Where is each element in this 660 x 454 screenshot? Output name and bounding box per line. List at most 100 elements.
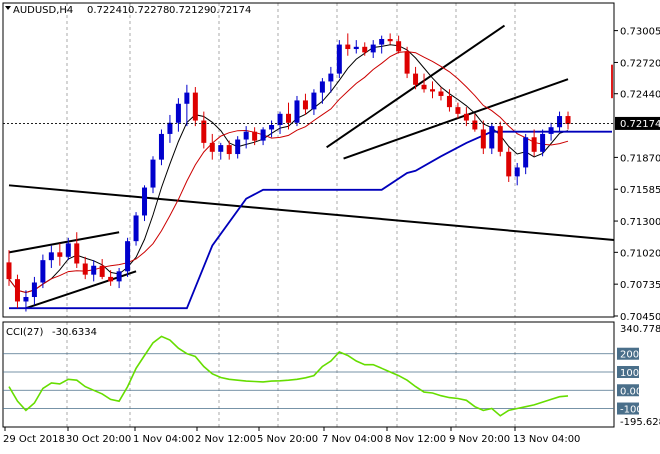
candle-body — [260, 129, 266, 141]
candle-body — [142, 187, 148, 216]
candlestick — [353, 40, 359, 54]
candlestick — [506, 147, 512, 182]
time-tick-label: 5 Nov 20:00 — [257, 434, 318, 445]
candlestick — [497, 121, 503, 157]
candle-body — [565, 116, 571, 124]
candle-body — [540, 133, 546, 152]
candlestick — [523, 133, 529, 175]
candlestick — [226, 140, 232, 160]
candle-body — [99, 265, 105, 277]
candle-body — [269, 124, 275, 130]
candlestick — [531, 129, 537, 157]
candle-body — [209, 142, 215, 152]
last-price-label: 0.72174 — [620, 119, 660, 130]
ohlc-low: 0.72129 — [169, 5, 210, 16]
candlestick — [82, 256, 88, 280]
candlestick — [99, 259, 105, 280]
candle-body — [302, 100, 308, 110]
cci-axis: 340.7788 200 100 0.00 -100-195.6284 — [617, 324, 660, 428]
candle-body — [133, 215, 139, 242]
candle-body — [345, 44, 351, 50]
cci-tick-label: 0.00 — [620, 386, 642, 397]
candlestick — [472, 113, 478, 132]
cci-level-badge — [617, 402, 639, 415]
candle-body — [472, 120, 478, 130]
candlestick — [125, 237, 131, 277]
trendline-channel-2-lower — [343, 78, 569, 160]
ohlc-close: 0.72174 — [210, 5, 251, 16]
candlestick — [362, 42, 368, 56]
candlestick — [286, 102, 292, 130]
candlestick — [514, 162, 520, 186]
price-tick-label: 0.71020 — [620, 248, 660, 259]
candlestick — [463, 107, 469, 127]
candle-body — [40, 260, 46, 283]
candle-body — [6, 262, 12, 280]
candlestick — [150, 156, 156, 194]
time-tick-label: 7 Nov 04:00 — [322, 434, 383, 445]
candlestick — [430, 81, 435, 99]
candle-body — [319, 81, 325, 93]
candle-body — [23, 297, 29, 302]
candlestick — [243, 126, 249, 149]
candlestick — [218, 142, 224, 160]
price-tick-label: 0.73005 — [620, 27, 660, 38]
candlestick — [455, 102, 461, 119]
cci-level-badge — [617, 365, 639, 378]
candle-body — [184, 92, 190, 104]
candlestick — [40, 254, 46, 289]
candle-body — [446, 95, 452, 108]
candlestick — [565, 111, 571, 130]
candlestick — [201, 111, 207, 149]
cci-value: -30.6334 — [52, 327, 97, 338]
candlestick — [328, 66, 334, 93]
time-tick-label: 1 Nov 04:00 — [133, 434, 194, 445]
candlestick — [142, 185, 148, 222]
candlestick — [446, 89, 452, 112]
candle-body — [116, 271, 122, 282]
time-axis: 29 Oct 2018 30 Oct 20:00 1 Nov 04:00 2 Nov … — [3, 427, 580, 445]
candlestick — [548, 122, 554, 141]
candlestick — [277, 111, 283, 134]
candlestick — [65, 237, 71, 261]
cci-line — [8, 335, 569, 417]
candle-body — [158, 133, 164, 160]
candlestick — [158, 129, 164, 166]
last-price-badge: 0.72174 — [615, 116, 660, 130]
price-tick-label: 0.70450 — [620, 312, 660, 323]
candle-body — [362, 46, 368, 53]
price-tick-label: 0.71300 — [620, 217, 660, 228]
time-tick-label: 29 Oct 2018 — [3, 434, 65, 445]
ohlc-open: 0.72241 — [87, 5, 128, 16]
candlestick — [14, 274, 20, 309]
candle-body — [455, 107, 461, 114]
candlestick — [23, 290, 29, 312]
candle-body — [497, 126, 503, 152]
candlestick — [252, 127, 258, 146]
candlestick — [404, 46, 410, 79]
candle-body — [150, 159, 156, 188]
candle-body — [489, 126, 495, 149]
price-tick-label: 0.70735 — [620, 280, 660, 291]
candle-body — [404, 51, 410, 74]
candlestick — [133, 212, 139, 246]
candlestick — [336, 40, 342, 79]
candlestick — [175, 98, 181, 132]
candle-body — [294, 100, 300, 123]
candle-body — [167, 122, 173, 134]
candle-body — [14, 279, 20, 302]
candle-body — [226, 145, 232, 155]
candle-body — [31, 282, 37, 298]
candle-body — [65, 243, 71, 257]
main-price-axis: 0.73005 0.72720 0.72440 0.71870 0.71585 0.713… — [614, 27, 660, 323]
candle-body — [328, 73, 334, 82]
stop-level-layer — [9, 64, 613, 310]
candlestick — [345, 33, 351, 56]
candlestick — [396, 35, 402, 54]
candle-body — [557, 116, 563, 128]
candle-body — [548, 127, 554, 134]
candle-body — [480, 129, 486, 149]
candle-body — [218, 145, 224, 152]
